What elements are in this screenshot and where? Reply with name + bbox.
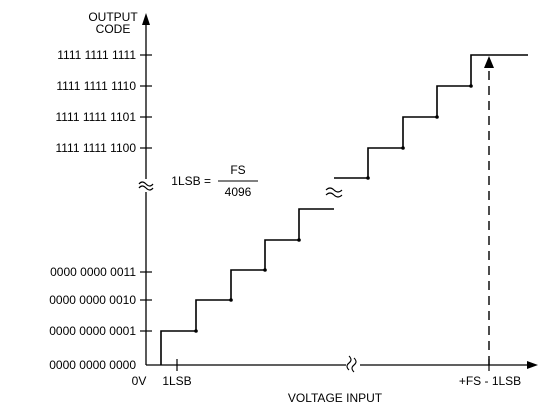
axes [145, 20, 533, 366]
y-tick-label: 1111 1111 1111 [57, 48, 136, 62]
staircase-corner-dots [194, 84, 473, 333]
y-tick-label: 0000 0000 0001 [49, 324, 136, 338]
y-tick-label: 1111 1111 1100 [55, 141, 136, 155]
y-tick-label: 1111 1111 1110 [56, 79, 136, 93]
y-tick-labels: 1111 1111 1111 1111 1111 1110 1111 1111 … [49, 48, 136, 372]
y-tick-label: 1111 1111 1101 [55, 110, 136, 124]
y-tick-label: 0000 0000 0011 [50, 265, 136, 279]
formula-numerator: FS [230, 163, 245, 177]
x-axis-arrowhead [527, 361, 538, 369]
x-tick-label-zero: 0V [132, 374, 147, 388]
fs-arrowhead [484, 56, 494, 68]
y-axis-arrowhead [142, 13, 150, 25]
y-axis-title-line2: CODE [96, 22, 131, 36]
y-tick-label: 0000 0000 0000 [49, 358, 136, 372]
y-axis-break-symbol [137, 179, 155, 192]
staircase-lower [160, 208, 334, 365]
x-axis-break-symbol [346, 355, 360, 373]
y-axis-ticks [140, 54, 152, 332]
x-axis-title: VOLTAGE INPUT [288, 391, 383, 405]
staircase-break-symbol [325, 187, 343, 198]
staircase-upper [334, 54, 528, 179]
y-axis-title-line1: OUTPUT [88, 10, 138, 24]
lsb-formula: 1LSB = FS 4096 [171, 163, 258, 199]
formula-denominator: 4096 [225, 185, 252, 199]
y-tick-label: 0000 0000 0010 [49, 293, 136, 307]
x-tick-label-fs-minus-1lsb: +FS - 1LSB [459, 374, 521, 388]
x-tick-label-1lsb: 1LSB [162, 374, 191, 388]
formula-lhs: 1LSB = [171, 174, 211, 188]
